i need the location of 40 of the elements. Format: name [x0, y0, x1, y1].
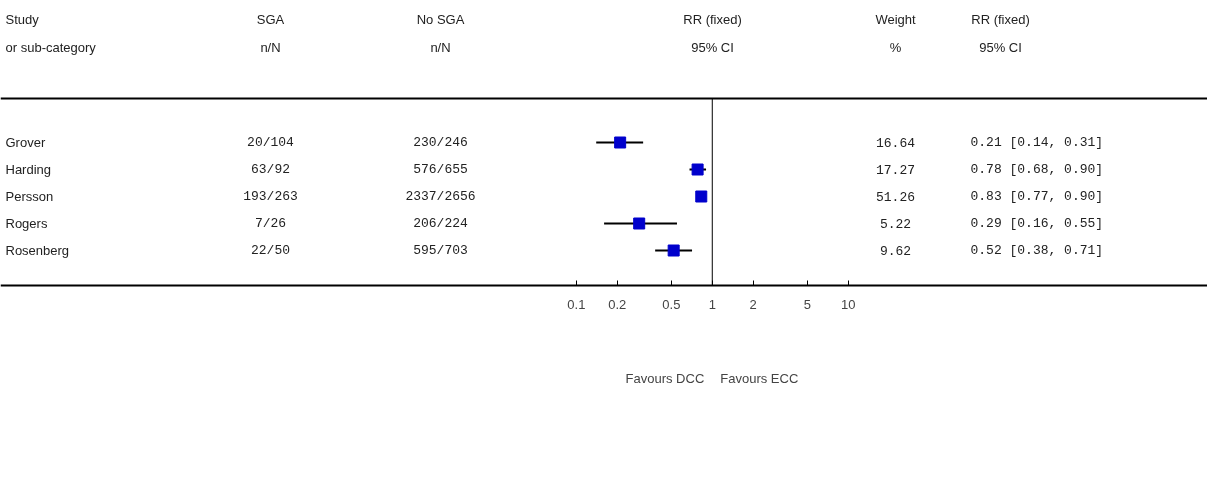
annotation: 2337/2656	[405, 189, 476, 204]
y-tick-label: Persson	[5, 189, 54, 204]
annotation: 22/50	[251, 243, 291, 258]
annotation: 230/246	[413, 135, 468, 150]
y-tick-label: Harding	[5, 162, 52, 177]
annotation: 0.78 [0.68, 0.90]	[970, 162, 1104, 177]
y-tick-label: Grover	[5, 135, 46, 150]
annotation: 576/655	[413, 162, 468, 177]
annotation: 595/703	[413, 243, 468, 258]
chart-title: RR (fixed) 95% CI	[683, 11, 742, 56]
x-tick-label: 0.1	[567, 296, 586, 312]
annotation: 20/104	[247, 135, 295, 150]
text: Favours ECC	[720, 371, 799, 386]
x-tick-label: 5	[803, 296, 811, 312]
annotation: 5.22	[879, 217, 912, 232]
text: RR (fixed) 95% CI	[971, 11, 1030, 56]
annotation: 0.83 [0.77, 0.90]	[970, 189, 1104, 204]
text: Study or sub-category	[5, 11, 97, 56]
text: SGA n/N	[256, 11, 285, 56]
annotation: 51.26	[876, 190, 916, 205]
annotation: 0.52 [0.38, 0.71]	[970, 243, 1104, 258]
y-tick-label: Rogers	[5, 216, 48, 231]
text: No SGA n/N	[416, 11, 465, 56]
annotation: 63/92	[251, 162, 291, 177]
text: Weight %	[875, 11, 916, 56]
annotation: 17.27	[876, 163, 916, 178]
annotation: 206/224	[413, 216, 468, 231]
x-tick-label: 2	[749, 296, 757, 312]
annotation: 0.29 [0.16, 0.55]	[970, 216, 1104, 231]
annotation: 16.64	[876, 136, 916, 151]
x-tick-label: 1	[708, 296, 716, 312]
x-tick-label: 0.2	[608, 296, 627, 312]
text: Favours DCC	[625, 371, 705, 386]
annotation: 9.62	[879, 244, 912, 259]
annotation: 193/263	[243, 189, 298, 204]
annotation: 7/26	[254, 216, 287, 231]
annotation: 0.21 [0.14, 0.31]	[970, 135, 1104, 150]
y-tick-label: Rosenberg	[5, 243, 70, 258]
x-tick-label: 10	[840, 296, 856, 312]
x-tick-label: 0.5	[662, 296, 681, 312]
